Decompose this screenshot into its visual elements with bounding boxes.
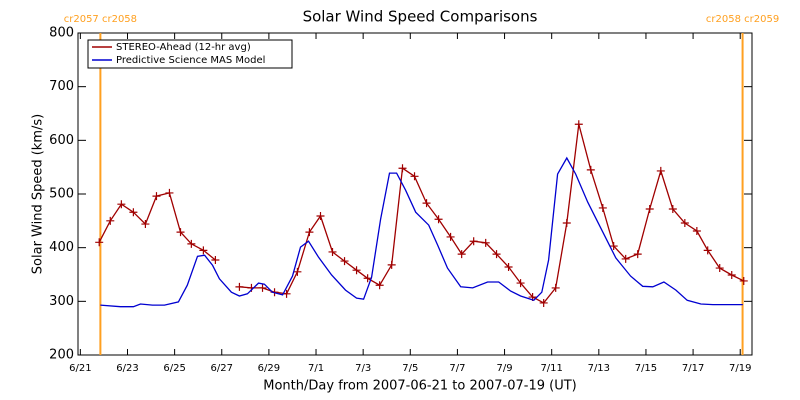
y-tick-label: 600 (49, 133, 74, 148)
data-point (739, 276, 748, 285)
data-point (152, 192, 161, 201)
chart-title: Solar Wind Speed Comparisons (303, 8, 538, 26)
y-tick-label: 300 (49, 294, 74, 309)
data-point (551, 283, 560, 292)
data-point (387, 260, 396, 269)
data-point (199, 246, 208, 255)
data-point (621, 254, 630, 263)
x-tick-label: 7/7 (449, 363, 465, 374)
x-tick-label: 7/15 (635, 363, 657, 374)
data-point (516, 279, 525, 288)
data-point (727, 271, 736, 280)
data-point (574, 120, 583, 129)
y-tick-label: 400 (49, 240, 74, 255)
data-point (645, 205, 654, 214)
x-tick-label: 7/5 (402, 363, 418, 374)
data-point (457, 250, 466, 259)
x-tick-label: 7/11 (540, 363, 562, 374)
data-point (562, 218, 571, 227)
y-tick-label: 200 (49, 348, 74, 363)
data-point (692, 227, 701, 236)
data-point (434, 215, 443, 224)
data-point (141, 220, 150, 229)
legend-box (87, 39, 293, 69)
data-point (633, 250, 642, 259)
data-point (117, 200, 126, 209)
x-tick-label: 6/27 (211, 363, 233, 374)
x-tick-label: 7/17 (682, 363, 704, 374)
data-point (352, 266, 361, 275)
data-point (609, 242, 618, 251)
y-tick-label: 700 (49, 79, 74, 94)
data-point (129, 208, 138, 217)
data-point (305, 228, 314, 237)
data-point (481, 238, 490, 247)
data-point (363, 274, 372, 283)
x-tick-label: 7/1 (308, 363, 324, 374)
data-point (316, 212, 325, 221)
reference-label: cr2057 cr2058 (64, 14, 137, 25)
data-point (375, 281, 384, 290)
x-tick-label: 7/19 (729, 363, 751, 374)
x-tick-label: 6/23 (116, 363, 138, 374)
data-point (586, 165, 595, 174)
data-point (340, 257, 349, 266)
x-axis-label: Month/Day from 2007-06-21 to 2007-07-19 … (263, 379, 576, 394)
legend-label: Predictive Science MAS Model (116, 55, 265, 66)
y-axis-label: Solar Wind Speed (km/s) (31, 114, 46, 274)
reference-label: cr2058 cr2059 (706, 14, 779, 25)
data-point (469, 237, 478, 246)
data-point (293, 267, 302, 276)
data-point (656, 166, 665, 175)
data-point (598, 203, 607, 212)
data-point (211, 256, 220, 265)
data-point (680, 218, 689, 227)
x-tick-label: 7/13 (588, 363, 610, 374)
x-tick-label: 7/3 (355, 363, 371, 374)
data-point (715, 264, 724, 273)
data-point (235, 282, 244, 291)
data-point (95, 238, 104, 247)
data-point (492, 250, 501, 259)
legend-label: STEREO-Ahead (12-hr avg) (116, 42, 251, 53)
data-point (422, 199, 431, 208)
y-tick-label: 500 (49, 187, 74, 202)
x-tick-label: 6/29 (258, 363, 280, 374)
data-point (176, 228, 185, 237)
x-tick-label: 7/9 (497, 363, 513, 374)
data-point (446, 232, 455, 241)
data-point (703, 246, 712, 255)
x-tick-label: 6/25 (163, 363, 185, 374)
data-point (410, 172, 419, 181)
data-point (668, 205, 677, 214)
data-point (398, 164, 407, 173)
x-tick-label: 6/21 (69, 363, 91, 374)
data-point (328, 247, 337, 256)
data-point (539, 298, 548, 307)
data-point (258, 283, 267, 292)
data-point (504, 262, 513, 271)
series-line (100, 156, 743, 308)
data-point (165, 188, 174, 197)
data-point (187, 239, 196, 248)
data-point (106, 216, 115, 225)
y-tick-label: 800 (49, 26, 74, 41)
